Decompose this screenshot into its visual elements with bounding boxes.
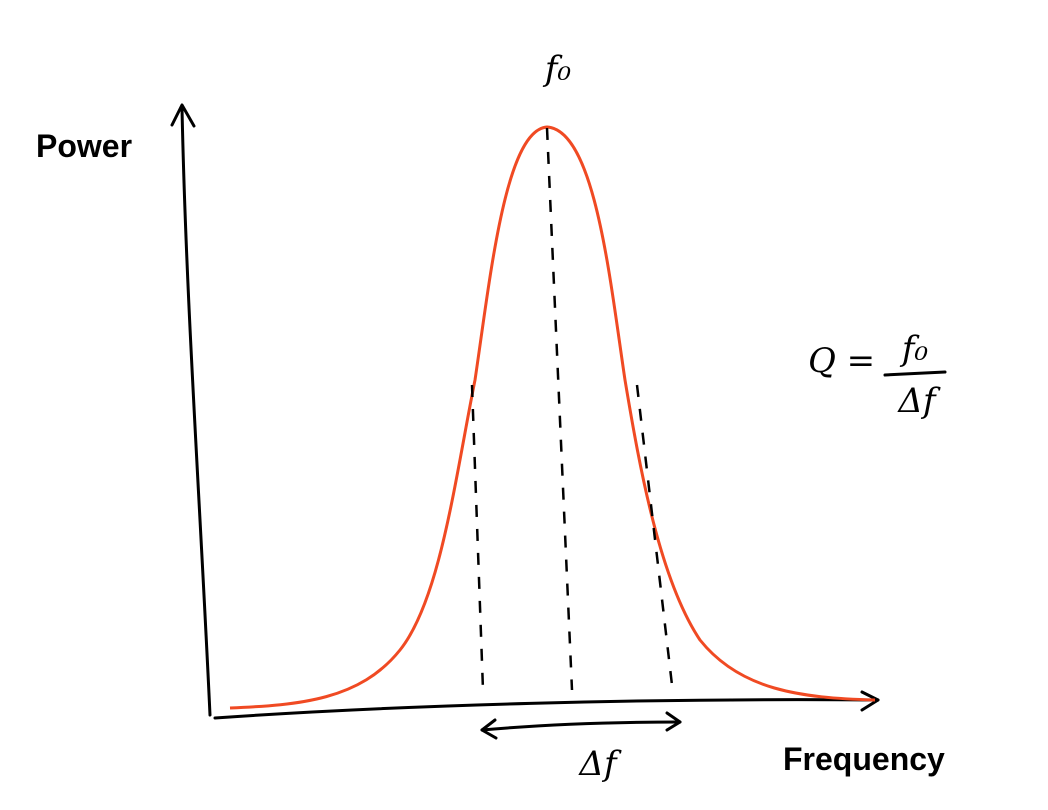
- x-axis: [213, 698, 880, 720]
- formula-denominator: Δf: [896, 381, 941, 421]
- bandwidth-arrow-right-head: [665, 711, 682, 732]
- formula-numerator: f₀: [899, 329, 929, 369]
- y-axis-arrow: [170, 103, 196, 128]
- bandwidth-arrow-left-head: [480, 718, 498, 740]
- y-axis: [180, 106, 212, 717]
- left-bandwidth-line: [470, 384, 485, 691]
- x-axis-label: Frequency: [783, 741, 945, 777]
- fraction-bar: [883, 370, 947, 377]
- formula-lhs: Q =: [808, 341, 875, 381]
- y-axis-label: Power: [36, 128, 132, 164]
- center-line: [545, 127, 574, 691]
- right-bandwidth-line: [635, 384, 674, 686]
- peak-label: f₀: [542, 49, 572, 89]
- bandwidth-label: Δf: [577, 744, 622, 784]
- resonance-curve: [229, 125, 876, 710]
- bandwidth-arrow: [480, 720, 682, 732]
- x-axis-arrow: [860, 690, 880, 712]
